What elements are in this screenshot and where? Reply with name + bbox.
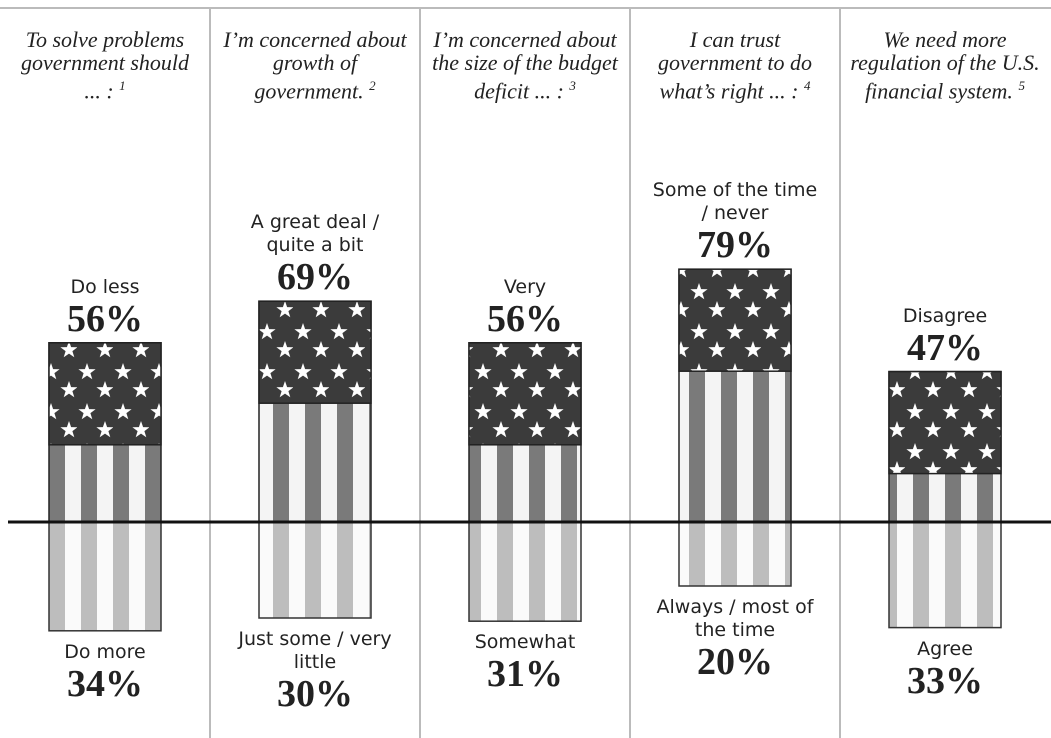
bottom-label-group: Agree 33% <box>860 638 1030 701</box>
flag-canton <box>258 300 372 404</box>
bottom-label: Just some / very little <box>238 628 392 673</box>
top-label: A great deal / quite a bit <box>250 211 380 257</box>
footnote: 1 <box>119 78 126 93</box>
top-label: Very <box>503 275 547 298</box>
question-text: I can trust government to do what’s righ… <box>658 27 812 104</box>
top-label: Some of the time / never <box>652 179 818 225</box>
bottom-label: Somewhat <box>474 631 576 654</box>
bottom-label-group: Just some / very little 30% <box>230 628 400 714</box>
question-title: I’m concerned about the size of the budg… <box>430 28 620 102</box>
flag-canton <box>678 268 792 372</box>
bottom-value-label: 34% <box>67 662 143 705</box>
bottom-label-group: Do more 34% <box>20 641 190 704</box>
question-text: I’m concerned about the size of the budg… <box>432 27 618 104</box>
footnote: 3 <box>569 78 576 93</box>
bottom-label-group: Always / most of the time 20% <box>650 596 820 682</box>
bar-bottom <box>48 521 162 632</box>
question-title: To solve problems government should ... … <box>10 28 200 102</box>
top-label-group: Do less 56% <box>20 276 190 339</box>
bar-bottom <box>468 521 582 622</box>
bar-bottom <box>678 521 792 587</box>
top-label-group: A great deal / quite a bit 69% <box>230 211 400 297</box>
bottom-value-label: 30% <box>277 673 353 715</box>
top-label-group: Disagree 47% <box>860 305 1030 368</box>
top-label: Disagree <box>902 304 988 327</box>
bottom-label: Do more <box>64 640 146 663</box>
flag-canton <box>888 370 1002 475</box>
question-text: To solve problems government should ... … <box>20 27 190 104</box>
footnote: 5 <box>1018 78 1025 93</box>
question-text: I’m concerned about growth of government… <box>223 27 407 104</box>
question-title: I can trust government to do what’s righ… <box>640 28 830 102</box>
question-text: We need more regulation of the U.S. fina… <box>850 27 1040 104</box>
bottom-label-group: Somewhat 31% <box>440 631 610 694</box>
flag-canton <box>468 342 582 446</box>
bottom-value-label: 31% <box>487 653 563 696</box>
bar-bottom <box>888 521 1002 629</box>
bottom-value-label: 33% <box>907 659 983 702</box>
bottom-value-label: 20% <box>697 641 773 683</box>
footnote: 4 <box>803 78 811 93</box>
question-title: I’m concerned about growth of government… <box>220 28 410 102</box>
footnote: 2 <box>369 78 376 93</box>
top-value-label: 47% <box>907 326 983 369</box>
top-value-label: 79% <box>697 224 773 267</box>
top-value-label: 56% <box>487 297 563 340</box>
flag-canton <box>48 342 162 446</box>
bar-bottom <box>258 521 372 619</box>
top-value-label: 56% <box>67 297 143 340</box>
bottom-label: Always / most of the time <box>656 596 814 641</box>
top-value-label: 69% <box>277 256 353 299</box>
bottom-label: Agree <box>917 637 973 660</box>
top-label-group: Very 56% <box>440 276 610 339</box>
question-title: We need more regulation of the U.S. fina… <box>850 28 1040 102</box>
top-label: Do less <box>70 275 140 298</box>
top-label-group: Some of the time / never 79% <box>650 179 820 265</box>
